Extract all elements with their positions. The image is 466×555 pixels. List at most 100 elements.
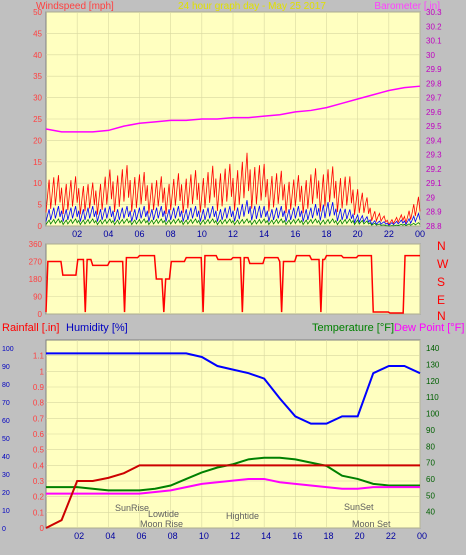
temperature-y-tick: 90 <box>426 426 435 435</box>
compass-s: S <box>437 275 445 289</box>
temperature-y-tick: 40 <box>426 508 435 517</box>
wind-x-tick: 04 <box>103 229 113 239</box>
rain-axis-title: Rainfall [.in] <box>2 322 59 334</box>
rain-y-tick: 0.7 <box>33 414 45 423</box>
compass-n-top: N <box>437 239 446 253</box>
rain-x-tick: 02 <box>74 531 84 541</box>
wind-grid <box>46 11 421 227</box>
wind-y-tick: 50 <box>33 8 42 17</box>
direction-y-tick: 0 <box>38 310 43 319</box>
humidity-y-tick: 90 <box>2 364 10 371</box>
barometer-y-tick: 29.7 <box>426 94 442 103</box>
rain-y-tick: 0.5 <box>33 446 45 455</box>
annotation-sunset: SunSet <box>344 502 374 512</box>
rain-x-tick: 22 <box>386 531 396 541</box>
annotation-moonset: Moon Set <box>352 519 391 529</box>
barometer-y-tick: 30.2 <box>426 22 442 31</box>
direction-marks <box>45 254 420 314</box>
rain-y-tick: 0.3 <box>33 477 45 486</box>
humidity-y-tick: 100 <box>2 346 14 353</box>
rainfall-line <box>45 464 420 529</box>
barometer-y-tick: 29.8 <box>426 79 442 88</box>
direction-y-tick: 270 <box>29 258 43 267</box>
wind-axis-title: Windspeed [mph] <box>36 1 114 12</box>
rain-x-tick: 06 <box>136 531 146 541</box>
wind-y-tick: 35 <box>33 72 42 81</box>
temperature-y-tick: 130 <box>426 361 440 370</box>
barometer-y-tick: 29.3 <box>426 151 442 160</box>
humidity-y-tick: 80 <box>2 382 10 389</box>
humidity-y-tick: 60 <box>2 418 10 425</box>
temperature-y-tick: 60 <box>426 475 435 484</box>
rain-y-tick: 0.4 <box>33 461 45 470</box>
wind-low-line <box>45 218 421 227</box>
rain-y-tick: 0.9 <box>33 383 45 392</box>
wind-gust-line <box>45 152 421 226</box>
wind-y-tick: 15 <box>33 158 42 167</box>
barometer-y-tick: 29.6 <box>426 108 442 117</box>
wind-x-tick: 02 <box>72 229 82 239</box>
rain-x-tick: 10 <box>199 531 209 541</box>
barometer-line <box>45 85 421 133</box>
temperature-y-tick: 80 <box>426 442 435 451</box>
wind-y-tick: 20 <box>33 136 42 145</box>
wind-x-tick: 10 <box>197 229 207 239</box>
wind-y-tick: 30 <box>33 94 42 103</box>
humidity-y-tick: 40 <box>2 454 10 461</box>
humidity-y-tick: 70 <box>2 400 10 407</box>
wind-x-tick: 12 <box>228 229 238 239</box>
wind-direction-line <box>45 254 420 314</box>
barometer-y-tick: 28.9 <box>426 208 442 217</box>
wind-avg-line <box>45 200 421 226</box>
temperature-line <box>46 456 420 492</box>
barometer-y-tick: 28.8 <box>426 222 442 231</box>
direction-grid <box>46 243 421 315</box>
temperature-y-tick: 110 <box>426 393 439 402</box>
rain-x-tick: 00 <box>417 531 427 541</box>
humidity-y-tick: 10 <box>2 508 10 515</box>
annotation-lowtide: Lowtide <box>148 509 179 519</box>
rain-y-tick: 1 <box>40 367 45 376</box>
wind-x-tick: 22 <box>384 229 394 239</box>
wind-y-tick: 45 <box>33 29 42 38</box>
wind-x-tick: 06 <box>134 229 144 239</box>
barometer-y-tick: 29.5 <box>426 122 442 131</box>
annotation-hightide: Hightide <box>226 511 259 521</box>
compass-w: W <box>437 257 449 271</box>
rain-marks <box>45 352 421 529</box>
humidity-y-tick: 0 <box>2 526 6 533</box>
rain-y-tick: 0 <box>40 524 45 533</box>
temperature-y-tick: 100 <box>426 410 440 419</box>
rain-x-tick: 20 <box>355 531 365 541</box>
rain-x-tick: 18 <box>323 531 333 541</box>
temperature-y-tick: 50 <box>426 491 435 500</box>
wind-y-tick: 40 <box>33 51 42 60</box>
wind-y-tick: 0 <box>38 222 43 231</box>
barometer-y-tick: 30.3 <box>426 8 442 17</box>
rain-x-tick: 12 <box>230 531 240 541</box>
direction-y-tick: 180 <box>29 275 43 284</box>
wind-x-tick: 16 <box>290 229 300 239</box>
rain-x-tick: 14 <box>261 531 271 541</box>
barometer-y-tick: 30.1 <box>426 37 442 46</box>
wind-x-tick: 20 <box>353 229 363 239</box>
wind-x-tick: 08 <box>166 229 176 239</box>
rain-y-tick: 0.1 <box>33 508 45 517</box>
rain-y-tick: 0.8 <box>33 399 45 408</box>
temperature-y-tick: 70 <box>426 459 435 468</box>
wind-y-tick: 25 <box>33 115 42 124</box>
humidity-line <box>46 352 421 425</box>
tick-labels: 0510152025303540455028.828.92929.129.229… <box>2 8 442 541</box>
temperature-y-tick: 120 <box>426 377 440 386</box>
rain-x-tick: 16 <box>292 531 302 541</box>
barometer-y-tick: 29 <box>426 193 435 202</box>
wind-marks <box>45 85 421 227</box>
rain-x-tick: 04 <box>105 531 115 541</box>
direction-y-tick: 90 <box>33 293 42 302</box>
humidity-y-tick: 20 <box>2 490 10 497</box>
temperature-axis-title: Temperature [°F] <box>312 322 394 334</box>
wind-x-tick: 14 <box>259 229 269 239</box>
wind-y-tick: 10 <box>33 179 42 188</box>
rain-x-tick: 08 <box>168 531 178 541</box>
wind-y-tick: 5 <box>38 201 43 210</box>
